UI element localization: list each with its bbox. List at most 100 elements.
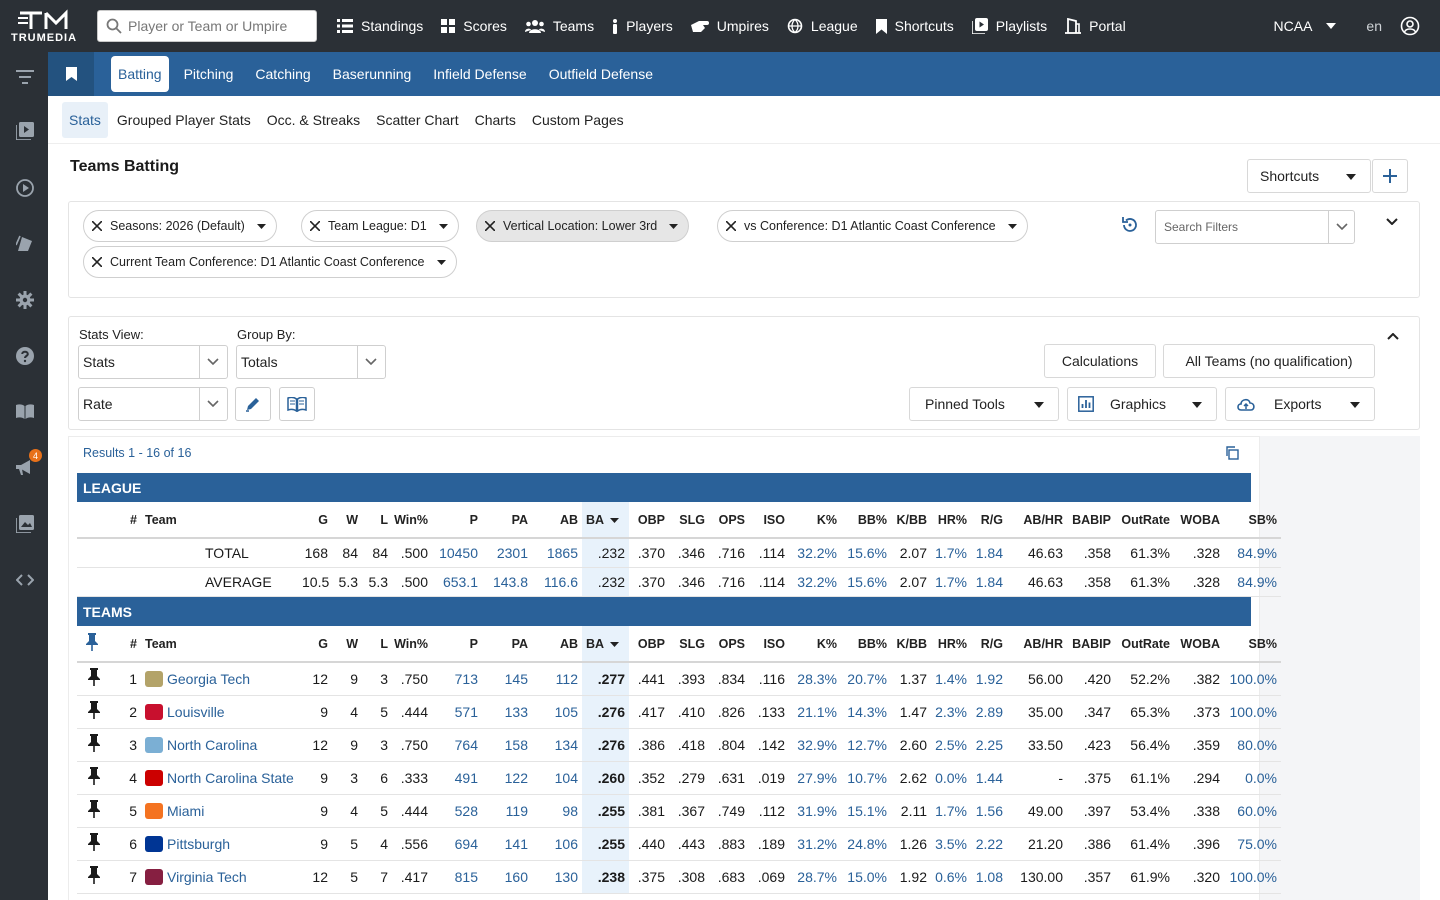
- chevron-up-icon[interactable]: [1387, 333, 1399, 340]
- chevron-down-icon[interactable]: [1336, 223, 1348, 230]
- cell-p[interactable]: 571: [432, 695, 482, 729]
- nav-portal[interactable]: Portal: [1065, 18, 1126, 34]
- group-by-select[interactable]: Totals: [236, 345, 386, 379]
- cell-r-per-g[interactable]: 1.84: [971, 538, 1007, 568]
- filter-chip-team-league[interactable]: Team League: D1: [301, 210, 459, 242]
- subtab-charts[interactable]: Charts: [474, 111, 516, 128]
- cell-sb-pct[interactable]: 60.0%: [1224, 794, 1281, 828]
- column-header-rank[interactable]: #: [111, 626, 141, 663]
- cell-bb-pct[interactable]: 24.8%: [841, 827, 891, 861]
- column-header-pa[interactable]: PA: [482, 626, 532, 663]
- cell-pa[interactable]: 141: [482, 827, 532, 861]
- language-select[interactable]: en: [1366, 18, 1382, 34]
- close-icon[interactable]: [92, 221, 102, 231]
- tab-outfield-defense[interactable]: Outfield Defense: [548, 66, 653, 82]
- cell-pa[interactable]: 133: [482, 695, 532, 729]
- column-header-sb-pct[interactable]: SB%: [1224, 626, 1281, 663]
- column-header-ba[interactable]: BA: [582, 626, 629, 663]
- tab-pitching[interactable]: Pitching: [183, 66, 234, 82]
- nav-standings[interactable]: Standings: [337, 18, 423, 34]
- cell-pa[interactable]: 143.8: [482, 567, 532, 597]
- gallery-icon[interactable]: [14, 513, 36, 535]
- cell-sb-pct[interactable]: 100.0%: [1224, 662, 1281, 696]
- cell-p[interactable]: 491: [432, 761, 482, 795]
- close-icon[interactable]: [92, 257, 102, 267]
- cell-k-pct[interactable]: 27.9%: [789, 761, 841, 795]
- pin-icon[interactable]: [87, 668, 101, 687]
- cell-hr-pct[interactable]: 1.4%: [931, 662, 971, 696]
- cell-k-pct[interactable]: 32.9%: [789, 728, 841, 762]
- table-row[interactable]: 6 Pittsburgh 9 5 4.556 694 141 106.255.440.443.…: [77, 827, 1281, 861]
- table-row[interactable]: 2 Louisville 9 4 5.444 571 133 105.276.417.410.…: [77, 695, 1281, 729]
- column-header-hr-pct[interactable]: HR%: [931, 626, 971, 663]
- nav-teams[interactable]: Teams: [524, 18, 594, 34]
- stats-view-select[interactable]: Stats: [78, 345, 228, 379]
- video-library-icon[interactable]: [14, 120, 36, 142]
- calculations-button[interactable]: Calculations: [1044, 344, 1156, 378]
- cell-team[interactable]: Miami: [141, 794, 302, 828]
- column-header-bb-pct[interactable]: BB%: [841, 502, 891, 539]
- pin-cell[interactable]: [77, 728, 111, 762]
- column-header-outrate[interactable]: OutRate: [1115, 502, 1174, 539]
- cell-r-per-g[interactable]: 2.25: [971, 728, 1007, 762]
- pin-icon[interactable]: [87, 833, 101, 851]
- cell-bb-pct[interactable]: 20.7%: [841, 662, 891, 696]
- column-header-ops[interactable]: OPS: [709, 626, 749, 663]
- cell-bb-pct[interactable]: 10.7%: [841, 761, 891, 795]
- megaphone-icon[interactable]: 4: [14, 449, 42, 479]
- column-header-ab-per-hr[interactable]: AB/HR: [1007, 626, 1067, 663]
- filter-chip-vs-conference[interactable]: vs Conference: D1 Atlantic Coast Confere…: [717, 210, 1028, 242]
- shortcuts-button[interactable]: Shortcuts: [1247, 159, 1371, 193]
- filter-chip-seasons[interactable]: Seasons: 2026 (Default): [83, 210, 277, 242]
- tab-batting[interactable]: Batting: [111, 56, 169, 92]
- cell-hr-pct[interactable]: 1.7%: [931, 567, 971, 597]
- column-header-k-per-bb[interactable]: K/BB: [891, 502, 931, 539]
- column-header-win-pct[interactable]: Win%: [392, 502, 432, 539]
- cell-team[interactable]: North Carolina State: [141, 761, 302, 795]
- team-link[interactable]: North Carolina State: [145, 769, 298, 786]
- table-row[interactable]: 7 Virginia Tech 12 5 7.417 815 160 130.238.375.…: [77, 860, 1281, 894]
- cell-pa[interactable]: 122: [482, 761, 532, 795]
- search-filters-box[interactable]: [1155, 210, 1355, 244]
- cell-p[interactable]: 10450: [432, 538, 482, 568]
- tag-icon[interactable]: [14, 233, 36, 255]
- cell-pa[interactable]: 158: [482, 728, 532, 762]
- trumedia-logo[interactable]: TRUMEDIA: [0, 0, 88, 52]
- code-icon[interactable]: [14, 569, 36, 591]
- cell-bb-pct[interactable]: 14.3%: [841, 695, 891, 729]
- cell-hr-pct[interactable]: 3.5%: [931, 827, 971, 861]
- column-header-slg[interactable]: SLG: [669, 502, 709, 539]
- nav-shortcuts[interactable]: Shortcuts: [875, 18, 954, 34]
- cell-team[interactable]: North Carolina: [141, 728, 302, 762]
- sort-desc-icon[interactable]: [610, 517, 620, 523]
- column-header-ab-per-hr[interactable]: AB/HR: [1007, 502, 1067, 539]
- cell-r-per-g[interactable]: 1.56: [971, 794, 1007, 828]
- cell-p[interactable]: 653.1: [432, 567, 482, 597]
- tab-infield-defense[interactable]: Infield Defense: [433, 66, 527, 82]
- cell-sb-pct[interactable]: 75.0%: [1224, 827, 1281, 861]
- cell-k-pct[interactable]: 32.2%: [789, 538, 841, 568]
- nav-umpires[interactable]: Umpires: [690, 18, 769, 34]
- team-link[interactable]: Louisville: [145, 703, 298, 720]
- column-header-k-per-bb[interactable]: K/BB: [891, 626, 931, 663]
- column-header-bb-pct[interactable]: BB%: [841, 626, 891, 663]
- glossary-button[interactable]: [279, 387, 315, 421]
- book-icon[interactable]: [14, 401, 36, 423]
- rate-select[interactable]: Rate: [78, 387, 228, 421]
- subtab-stats[interactable]: Stats: [62, 101, 108, 138]
- cell-bb-pct[interactable]: 15.6%: [841, 567, 891, 597]
- column-header-team[interactable]: Team: [141, 502, 302, 539]
- column-header-rank[interactable]: #: [111, 502, 141, 539]
- subtab-custom-pages[interactable]: Custom Pages: [531, 111, 624, 128]
- column-header-hr-pct[interactable]: HR%: [931, 502, 971, 539]
- team-link[interactable]: Virginia Tech: [145, 868, 298, 885]
- gear-icon[interactable]: [14, 289, 36, 311]
- play-circle-icon[interactable]: [14, 177, 36, 199]
- cell-bb-pct[interactable]: 15.1%: [841, 794, 891, 828]
- column-header-ab[interactable]: AB: [532, 502, 582, 539]
- cell-r-per-g[interactable]: 2.89: [971, 695, 1007, 729]
- filter-icon[interactable]: [14, 66, 36, 88]
- cell-ab[interactable]: 104: [532, 761, 582, 795]
- column-header-k-pct[interactable]: K%: [789, 502, 841, 539]
- cell-k-pct[interactable]: 31.2%: [789, 827, 841, 861]
